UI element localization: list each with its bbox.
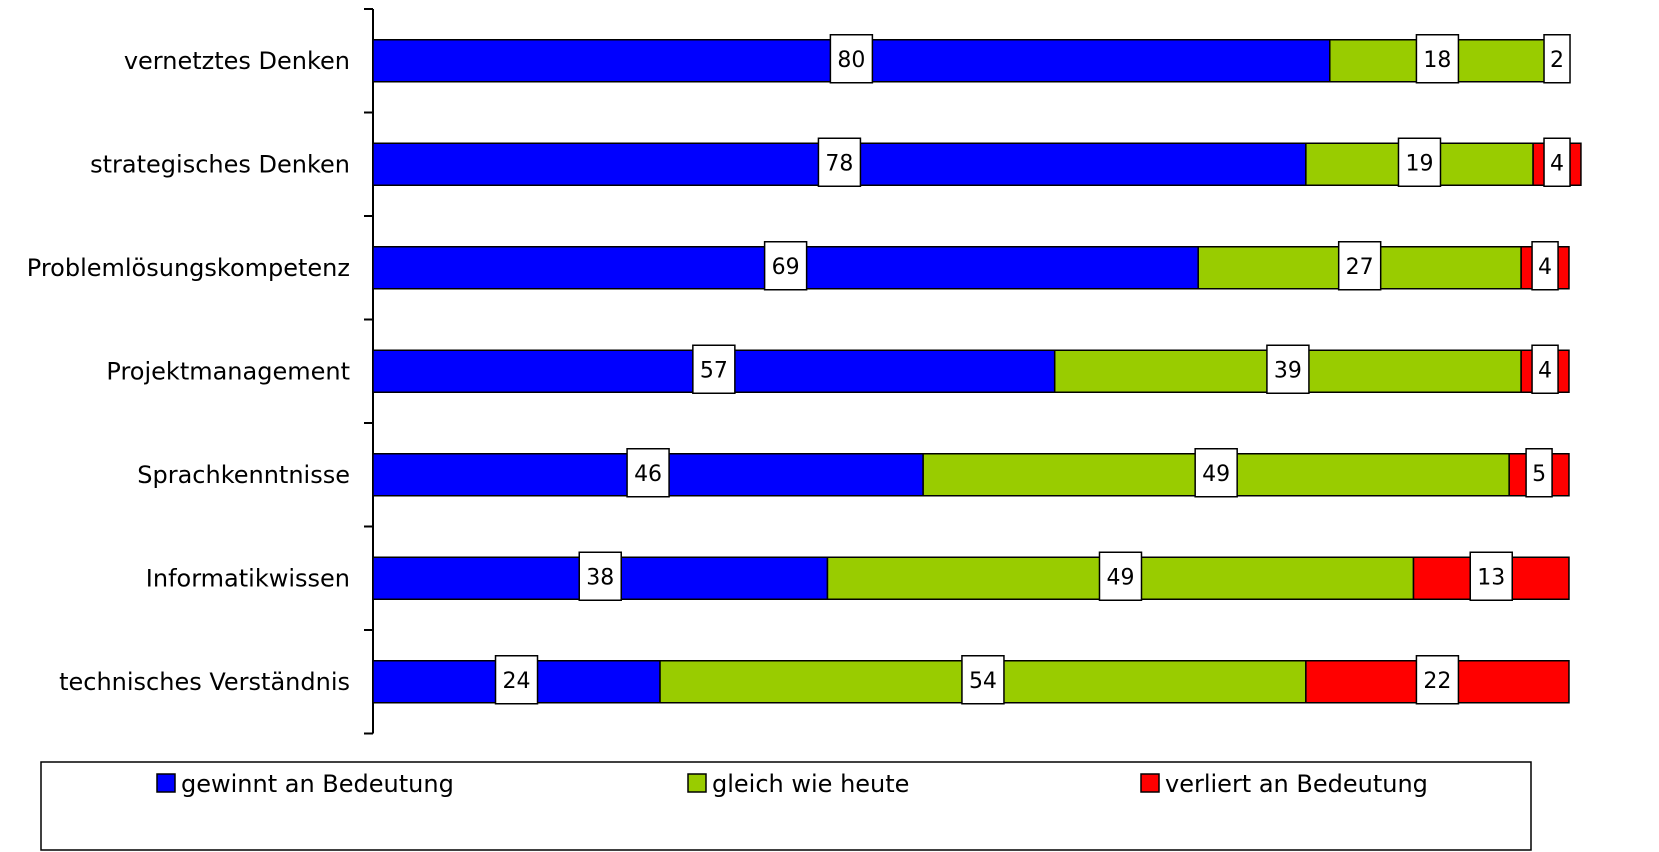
value-label-text: 69	[772, 255, 800, 280]
value-label-text: 39	[1274, 358, 1302, 383]
value-label-box	[1415, 655, 1460, 705]
value-label-box	[763, 241, 808, 291]
value-label-box	[1543, 34, 1571, 84]
value-label-box	[1098, 551, 1143, 601]
value-label-box	[1543, 137, 1571, 187]
category-labels: vernetztes Denken strategisches Denken Pro…	[27, 47, 350, 696]
value-label-box	[626, 448, 670, 498]
category-label-projektmanagement: Projektmanagement	[106, 357, 350, 385]
value-label-gewinnt-an-bedeutung-sprachkenntnisse: 46	[626, 448, 670, 498]
value-label-text: 46	[634, 462, 662, 487]
value-label-gewinnt-an-bedeutung-vernetztes-denken: 80	[829, 34, 874, 84]
value-label-box	[829, 34, 874, 84]
legend: gewinnt an Bedeutung gleich wie heute verl…	[40, 761, 1532, 851]
value-label-text: 54	[969, 669, 997, 694]
value-label-text: 78	[825, 151, 853, 176]
category-label-vernetztes-denken: vernetztes Denken	[124, 47, 350, 75]
value-label-box	[1525, 448, 1553, 498]
value-label-text: 80	[837, 48, 865, 73]
value-label-gewinnt-an-bedeutung-informatikwissen: 38	[578, 551, 622, 601]
value-label-text: 49	[1106, 565, 1134, 590]
value-label-text: 38	[586, 565, 614, 590]
value-label-gleich-wie-heute-projektmanagement: 39	[1266, 344, 1310, 394]
legend-swatch-gewinnt-an-bedeutung	[156, 773, 176, 793]
legend-swatch-verliert-an-bedeutung	[1140, 773, 1160, 793]
value-label-text: 19	[1405, 151, 1433, 176]
category-label-sprachkenntnisse: Sprachkenntnisse	[137, 461, 350, 489]
value-label-box	[961, 655, 1005, 705]
value-label-gewinnt-an-bedeutung-projektmanagement: 57	[692, 344, 736, 394]
value-label-gleich-wie-heute-technisches-verst-ndnis: 54	[961, 655, 1005, 705]
y-axis	[364, 8, 374, 735]
legend-label-verliert-an-bedeutung: verliert an Bedeutung	[1165, 770, 1428, 798]
value-label-verliert-an-bedeutung-vernetztes-denken: 2	[1543, 34, 1571, 84]
value-label-text: 57	[700, 358, 728, 383]
category-label-probleml-sungskompetenz: Problemlösungskompetenz	[27, 254, 350, 282]
value-label-text: 4	[1538, 255, 1552, 280]
value-label-verliert-an-bedeutung-probleml-sungskompetenz: 4	[1531, 241, 1559, 291]
legend-box	[40, 761, 1532, 851]
value-label-box	[1531, 344, 1559, 394]
value-label-text: 27	[1346, 255, 1374, 280]
value-label-gleich-wie-heute-sprachkenntnisse: 49	[1194, 448, 1238, 498]
value-label-box	[494, 655, 539, 705]
value-label-gewinnt-an-bedeutung-strategisches-denken: 78	[817, 137, 862, 187]
value-label-box	[1415, 34, 1460, 84]
value-label-text: 18	[1423, 48, 1451, 73]
value-label-gleich-wie-heute-probleml-sungskompetenz: 27	[1337, 241, 1382, 291]
value-label-box	[1266, 344, 1310, 394]
value-label-text: 49	[1202, 462, 1230, 487]
value-labels: 80 18 2 78 19 4 69 27 4 57 39 4 46 49 5 38 49 13 24 54 22	[494, 34, 1571, 705]
value-label-box	[1337, 241, 1382, 291]
value-label-box	[1397, 137, 1442, 187]
value-label-gleich-wie-heute-informatikwissen: 49	[1098, 551, 1143, 601]
value-label-box	[1194, 448, 1238, 498]
legend-label-gleich-wie-heute: gleich wie heute	[712, 770, 909, 798]
value-label-verliert-an-bedeutung-projektmanagement: 4	[1531, 344, 1559, 394]
value-label-verliert-an-bedeutung-strategisches-denken: 4	[1543, 137, 1571, 187]
value-label-verliert-an-bedeutung-technisches-verst-ndnis: 22	[1415, 655, 1460, 705]
value-label-text: 4	[1538, 358, 1552, 383]
value-label-box	[692, 344, 736, 394]
value-label-gleich-wie-heute-vernetztes-denken: 18	[1415, 34, 1460, 84]
value-label-box	[578, 551, 622, 601]
value-label-text: 2	[1550, 48, 1564, 73]
category-label-technisches-verst-ndnis: technisches Verständnis	[59, 668, 350, 696]
value-label-box	[1531, 241, 1559, 291]
value-label-box	[817, 137, 862, 187]
category-label-strategisches-denken: strategisches Denken	[90, 150, 350, 178]
value-label-verliert-an-bedeutung-sprachkenntnisse: 5	[1525, 448, 1553, 498]
value-label-gewinnt-an-bedeutung-technisches-verst-ndnis: 24	[494, 655, 539, 705]
value-label-text: 13	[1477, 565, 1505, 590]
value-label-text: 5	[1532, 462, 1546, 487]
value-label-box	[1469, 551, 1513, 601]
value-label-gewinnt-an-bedeutung-probleml-sungskompetenz: 69	[763, 241, 808, 291]
value-label-gleich-wie-heute-strategisches-denken: 19	[1397, 137, 1442, 187]
legend-label-gewinnt-an-bedeutung: gewinnt an Bedeutung	[181, 770, 454, 798]
value-label-text: 24	[503, 669, 531, 694]
value-label-verliert-an-bedeutung-informatikwissen: 13	[1469, 551, 1513, 601]
legend-swatch-gleich-wie-heute	[687, 773, 707, 793]
value-label-text: 4	[1550, 151, 1564, 176]
category-label-informatikwissen: Informatikwissen	[146, 564, 350, 592]
value-label-text: 22	[1423, 669, 1451, 694]
